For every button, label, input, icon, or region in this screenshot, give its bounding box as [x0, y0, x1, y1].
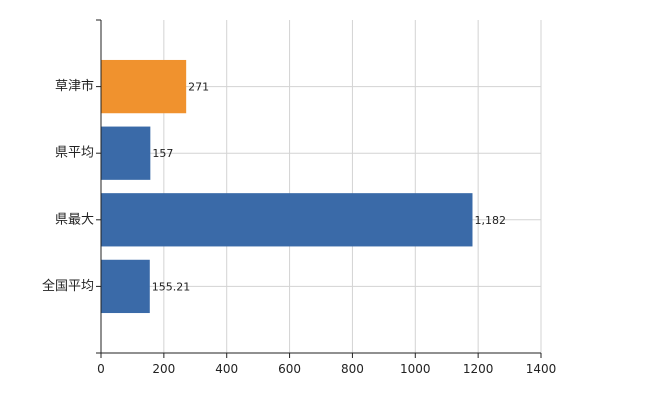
category-label: 県平均: [55, 146, 94, 161]
category-label: 草津市: [55, 78, 94, 94]
bar: [101, 259, 150, 314]
x-tick-label: 1400: [526, 362, 557, 376]
x-tick-label: 200: [152, 362, 175, 376]
bar: [101, 193, 473, 247]
x-tick-label: 600: [278, 362, 301, 376]
bar: [101, 59, 187, 114]
x-tick-label: 0: [97, 362, 105, 376]
data-label: 155.21: [152, 280, 191, 293]
x-tick-label: 800: [341, 362, 364, 376]
bar: [101, 126, 151, 180]
data-label: 1,182: [474, 214, 506, 227]
data-label: 271: [188, 81, 209, 94]
category-label: 全国平均: [42, 278, 94, 294]
axes: [96, 19, 542, 358]
x-tick-label: 1000: [400, 362, 431, 376]
data-label: 157: [152, 147, 173, 160]
x-tick-label: 400: [215, 362, 238, 376]
category-label: 県最大: [55, 212, 94, 227]
bars: [101, 59, 473, 314]
x-tick-label: 1200: [463, 362, 494, 376]
labels: 草津市 271 県平均 157 県最大 1,182 全国平均 155.21 0 200 400 600…: [42, 78, 556, 376]
